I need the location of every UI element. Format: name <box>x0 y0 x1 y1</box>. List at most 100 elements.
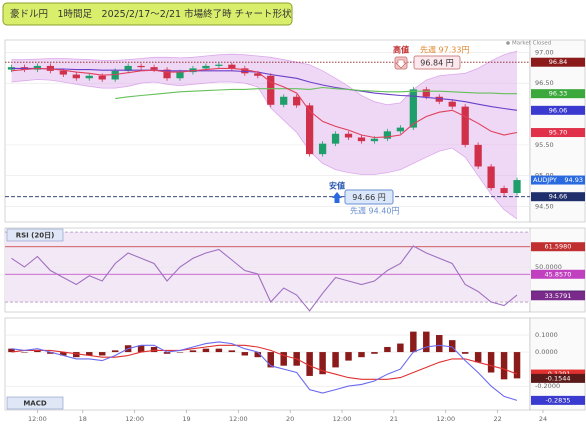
y-tick-label: -0.2000 <box>535 382 560 390</box>
histogram-bar <box>267 352 274 368</box>
candle-body <box>33 65 42 70</box>
low-arrow <box>332 192 342 203</box>
y-tick-label: 95.50 <box>535 141 554 149</box>
candle-body <box>448 101 456 107</box>
series-line <box>11 344 518 380</box>
panel-title: RSI (20日) <box>16 232 55 240</box>
histogram-bar <box>319 352 326 375</box>
band-edge <box>11 50 518 106</box>
histogram-bar <box>513 352 521 379</box>
candle-body <box>513 180 521 194</box>
price-badge <box>531 395 585 405</box>
x-tick-label: 20 <box>286 415 294 423</box>
candle-body <box>176 72 184 79</box>
series-line <box>11 67 518 139</box>
badge-label: 33.5791 <box>545 292 572 300</box>
histogram-bar <box>73 352 80 358</box>
series-line <box>11 341 518 401</box>
histogram-bar <box>21 352 28 353</box>
x-tick-label: 12:00 <box>436 415 455 423</box>
candle-body <box>318 143 327 155</box>
candle-body <box>124 65 132 71</box>
histogram-bar <box>86 352 93 356</box>
badge-label: 96.33 <box>549 90 568 98</box>
candle-body <box>344 133 353 138</box>
y-tick-label: 0.1000 <box>535 331 558 339</box>
x-tick-label: 12:00 <box>229 415 248 423</box>
candle-body <box>163 69 171 79</box>
y-tick-label: 50.0000 <box>535 263 562 271</box>
series-line <box>11 67 518 111</box>
axis-panel <box>529 317 586 411</box>
badge-label: 96.06 <box>549 106 568 114</box>
x-tick-label: 21 <box>390 415 398 423</box>
histogram-bar <box>8 348 15 353</box>
closed-dot <box>506 41 510 45</box>
low-box <box>344 189 394 205</box>
histogram-bar <box>215 348 223 353</box>
histogram-bar <box>487 352 495 373</box>
candle-body <box>241 68 249 74</box>
low-box-label: 94.66 円 <box>352 193 385 202</box>
panel-title-box <box>6 396 64 410</box>
histogram-bar <box>332 352 339 368</box>
candle-body <box>267 75 275 105</box>
price-badge <box>531 291 585 301</box>
high-arrow <box>395 59 407 69</box>
candle-body <box>98 75 106 80</box>
candle-body <box>487 166 495 189</box>
x-tick-label: 12:00 <box>28 415 47 423</box>
badge-label: 96.84 <box>549 58 568 66</box>
badge-label: 61.5980 <box>545 243 572 251</box>
chart-title: 豪ドル円 1時間足 2025/2/17～2/21 市場終了時 チャート形状 <box>10 8 292 20</box>
histogram-bar <box>163 352 171 354</box>
histogram-bar <box>189 350 197 353</box>
candle-body <box>383 131 392 139</box>
histogram-bar <box>448 340 456 353</box>
series-line <box>115 86 517 100</box>
market-closed: Market Closed <box>512 41 551 47</box>
histogram-bar <box>436 335 443 353</box>
price-badge <box>531 105 585 115</box>
candle-body <box>422 89 430 97</box>
y-tick-label: 96.50 <box>535 79 554 87</box>
candle-body <box>461 106 469 145</box>
x-tick-label: 18 <box>79 415 87 423</box>
candle-body <box>254 73 262 76</box>
y-tick-label: 97.00 <box>535 48 554 56</box>
histogram-bar <box>150 346 158 353</box>
candle-body <box>474 144 482 167</box>
band-area <box>11 51 517 219</box>
y-tick-label: 0.0000 <box>535 348 558 356</box>
candle-body <box>202 65 210 69</box>
histogram-bar <box>474 352 482 363</box>
price-badge <box>531 373 585 383</box>
histogram-bar <box>98 352 106 356</box>
histogram-bar <box>410 331 417 353</box>
histogram-bar <box>397 343 404 353</box>
candle-body <box>293 96 301 106</box>
high-box <box>413 55 461 70</box>
high-box-label: 96.84 円 <box>420 59 453 68</box>
x-tick-label: 19 <box>182 415 190 423</box>
histogram-bar <box>176 352 184 353</box>
candle-body <box>72 74 80 79</box>
low-last-week: 先週 94.40円 <box>350 206 399 216</box>
histogram-bar <box>137 345 145 353</box>
price-badge <box>531 89 585 99</box>
candle-body <box>357 137 366 142</box>
histogram-bar <box>306 352 313 376</box>
price-badge <box>531 192 585 202</box>
candle-body <box>189 68 197 73</box>
histogram-bar <box>111 350 119 353</box>
band-edge <box>11 79 518 220</box>
candle-body <box>46 65 54 71</box>
badge-name: AUDJPY <box>533 176 557 184</box>
high-last-week: 先週 97.33円 <box>420 45 469 55</box>
price-badge <box>531 175 585 185</box>
price-badge <box>531 242 585 252</box>
histogram-bar <box>34 350 41 353</box>
histogram-bar <box>254 352 262 358</box>
histogram-bar <box>280 352 287 366</box>
